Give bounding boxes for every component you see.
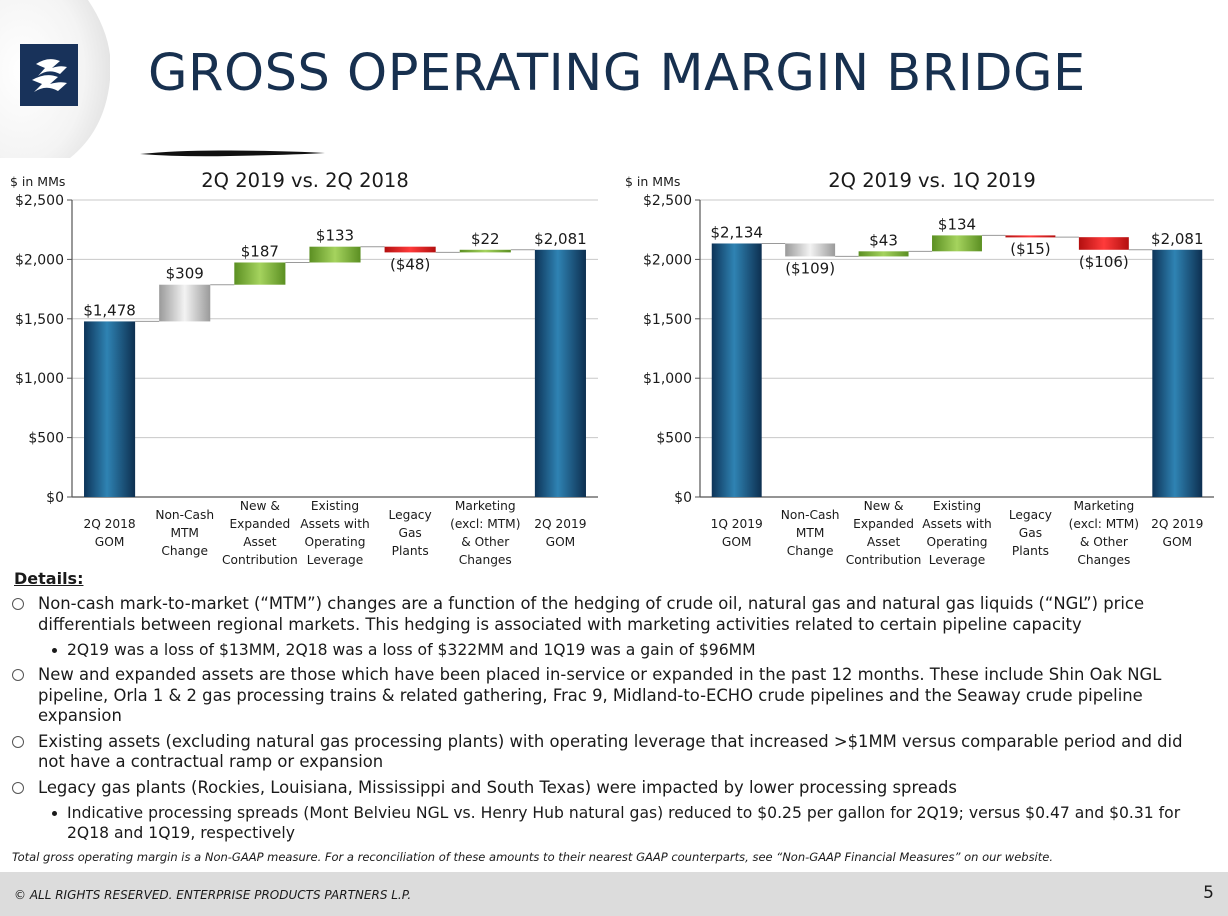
y-tick-label: $1,000 xyxy=(643,371,692,387)
page-title: GROSS OPERATING MARGIN BRIDGE xyxy=(148,44,1086,103)
data-label: ($15) xyxy=(1010,240,1050,258)
y-tick-label: $500 xyxy=(656,431,692,447)
data-label: $2,081 xyxy=(534,230,587,248)
bar xyxy=(1152,249,1203,497)
y-tick-label: $2,500 xyxy=(643,193,692,209)
circle-bullet-icon xyxy=(12,669,24,681)
footer-bar: © ALL RIGHTS RESERVED. ENTERPRISE PRODUC… xyxy=(0,872,1228,916)
footnote: Total gross operating margin is a Non-GA… xyxy=(12,850,1053,864)
data-label: $187 xyxy=(241,242,279,260)
waterfall-chart-2q19-vs-2q18: $ in MMs 2Q 2019 vs. 2Q 2018 $0 $500 $1,000 $… xyxy=(0,165,612,575)
y-tick-label: $2,000 xyxy=(643,252,692,268)
y-tick-label: $2,000 xyxy=(15,252,64,268)
x-tick-label: 2Q 2019 GOM xyxy=(1151,517,1203,549)
y-tick-label: $1,000 xyxy=(15,371,64,387)
y-axis-unit-label: $ in MMs xyxy=(10,174,65,189)
bar xyxy=(1078,237,1129,250)
list-item: Non-cash mark-to-market (“MTM”) changes … xyxy=(12,594,1212,635)
list-item: Existing assets (excluding natural gas p… xyxy=(12,732,1212,773)
data-label: $134 xyxy=(938,215,976,233)
logo xyxy=(0,0,111,160)
x-tick-label: Legacy Gas Plants xyxy=(389,508,432,558)
list-item: Indicative processing spreads (Mont Belv… xyxy=(12,803,1212,843)
bar xyxy=(159,284,211,322)
bar xyxy=(309,246,361,263)
bullet-text: 2Q19 was a loss of $13MM, 2Q18 was a los… xyxy=(67,641,756,659)
y-tick-label: $0 xyxy=(46,490,64,506)
copyright-text: © ALL RIGHTS RESERVED. ENTERPRISE PRODUC… xyxy=(14,888,412,902)
details-list: Non-cash mark-to-market (“MTM”) changes … xyxy=(12,594,1212,848)
data-label: $2,081 xyxy=(1151,230,1204,248)
x-tick-label: Existing Assets with Operating Leverage xyxy=(922,499,991,567)
x-tick-label: New & Expanded Asset Contribution xyxy=(846,499,922,567)
details-heading: Details: xyxy=(14,569,84,588)
data-label: $22 xyxy=(471,230,500,248)
x-tick-label: 2Q 2018 GOM xyxy=(83,517,135,549)
page-number: 5 xyxy=(1203,883,1214,903)
x-tick-label: Non-Cash MTM Change xyxy=(155,508,214,558)
bullet-text: New and expanded assets are those which … xyxy=(38,665,1162,725)
x-tick-label: 2Q 2019 GOM xyxy=(534,517,586,549)
bar xyxy=(1005,235,1056,238)
bar xyxy=(711,243,762,497)
data-label: ($106) xyxy=(1079,253,1129,271)
chart-title: 2Q 2019 vs. 2Q 2018 xyxy=(201,169,408,192)
bullet-text: Non-cash mark-to-market (“MTM”) changes … xyxy=(38,594,1145,634)
circle-bullet-icon xyxy=(12,781,24,794)
bar xyxy=(234,262,286,285)
data-label: ($109) xyxy=(785,259,835,277)
list-item: New and expanded assets are those which … xyxy=(12,665,1212,727)
x-tick-label: Legacy Gas Plants xyxy=(1009,508,1052,558)
list-item: Legacy gas plants (Rockies, Louisiana, M… xyxy=(12,778,1212,799)
bar xyxy=(785,243,836,257)
waterfall-chart-2q19-vs-1q19: $ in MMs 2Q 2019 vs. 1Q 2019 $0 $500 $1,000 $… xyxy=(615,165,1228,575)
data-label: ($48) xyxy=(390,255,430,273)
dot-bullet-icon xyxy=(52,648,57,653)
y-tick-label: $500 xyxy=(28,431,64,447)
y-tick-label: $2,500 xyxy=(15,193,64,209)
data-label: $43 xyxy=(869,231,898,249)
bar xyxy=(459,249,511,253)
data-label: $133 xyxy=(316,227,354,245)
chart-svg: $ in MMs 2Q 2019 vs. 2Q 2018 $0 $500 $1,000 $… xyxy=(10,169,598,567)
y-tick-label: $1,500 xyxy=(15,312,64,328)
y-tick-label: $1,500 xyxy=(643,312,692,328)
bar xyxy=(858,251,909,257)
chart-svg: $ in MMs 2Q 2019 vs. 1Q 2019 $0 $500 $1,000 $… xyxy=(625,169,1214,567)
list-item: 2Q19 was a loss of $13MM, 2Q18 was a los… xyxy=(12,640,1212,660)
bullet-text: Legacy gas plants (Rockies, Louisiana, M… xyxy=(38,777,957,797)
enterprise-logo-icon xyxy=(20,44,78,106)
bar xyxy=(384,246,436,253)
x-tick-label: Marketing (excl: MTM) & Other Changes xyxy=(1069,499,1139,567)
data-label: $2,134 xyxy=(710,223,763,241)
x-tick-label: New & Expanded Asset Contribution xyxy=(222,499,298,567)
data-label: $1,478 xyxy=(83,301,136,319)
bar xyxy=(534,249,586,497)
data-label: $309 xyxy=(166,265,204,283)
bullet-text: Indicative processing spreads (Mont Belv… xyxy=(67,804,1181,842)
x-tick-label: Existing Assets with Operating Leverage xyxy=(300,499,369,567)
bar xyxy=(84,321,136,497)
y-tick-label: $0 xyxy=(674,490,692,506)
bar xyxy=(932,235,982,252)
dot-bullet-icon xyxy=(52,811,57,816)
x-tick-label: Marketing (excl: MTM) & Other Changes xyxy=(450,499,520,567)
chart-title: 2Q 2019 vs. 1Q 2019 xyxy=(828,169,1035,192)
bullet-text: Existing assets (excluding natural gas p… xyxy=(38,731,1183,772)
x-tick-label: Non-Cash MTM Change xyxy=(781,508,840,558)
circle-bullet-icon xyxy=(12,735,24,748)
circle-bullet-icon xyxy=(12,598,24,610)
x-tick-label: 1Q 2019 GOM xyxy=(711,517,763,549)
title-underline xyxy=(140,150,325,157)
y-axis-unit-label: $ in MMs xyxy=(625,174,680,189)
